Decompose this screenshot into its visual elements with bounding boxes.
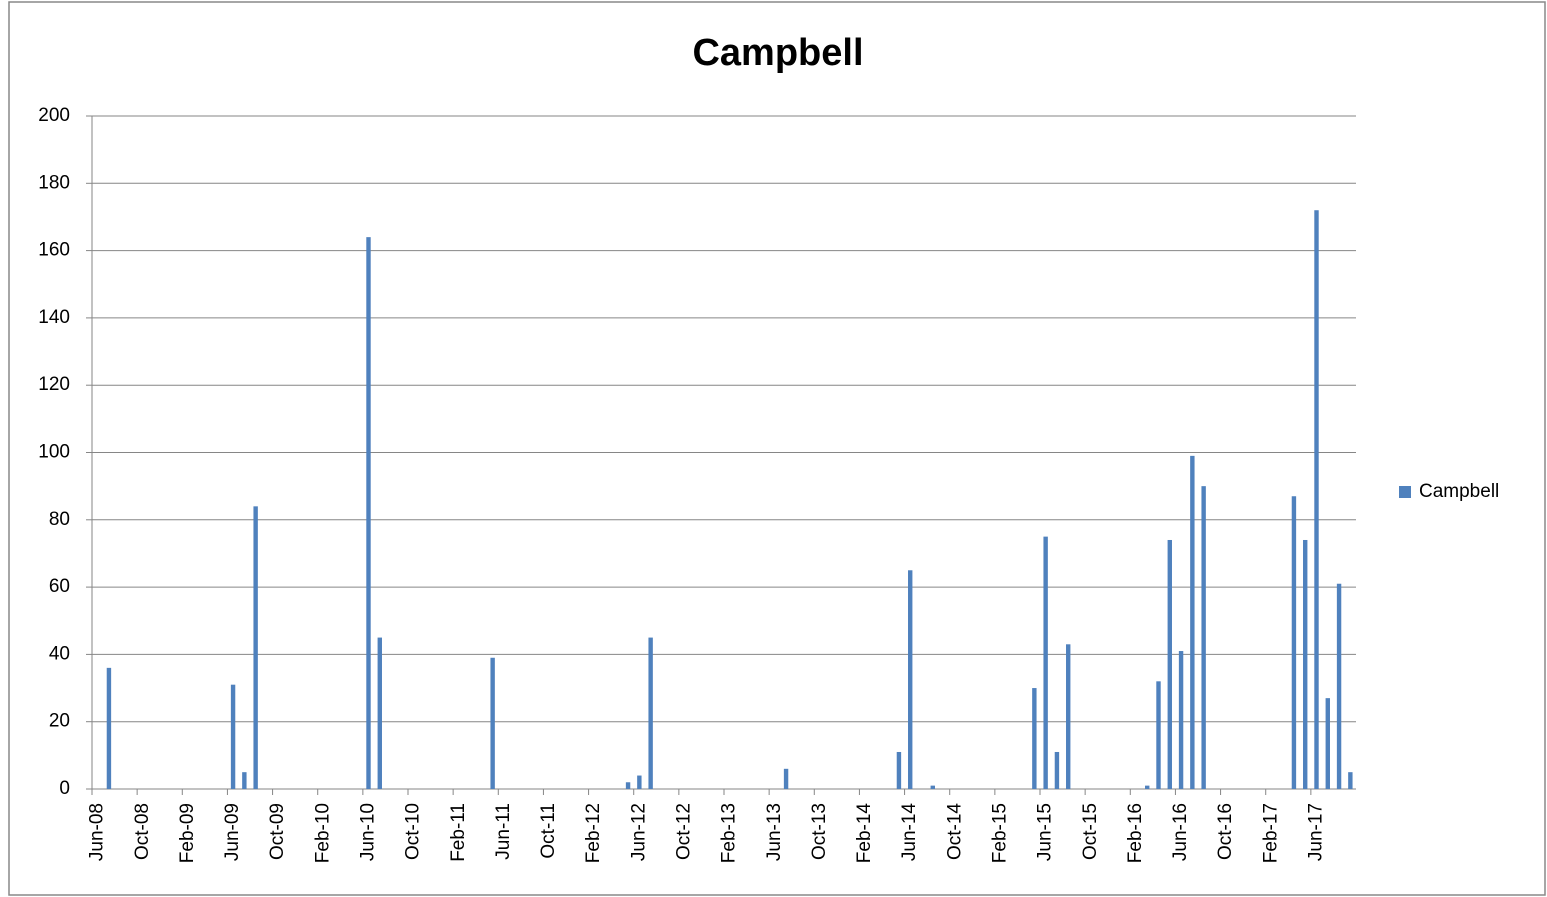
x-tick-label: Jun-15	[1035, 803, 1056, 861]
bar	[1325, 698, 1330, 789]
x-tick-label: Feb-11	[448, 803, 469, 862]
bar	[1303, 539, 1308, 789]
y-tick-label: 140	[38, 307, 70, 328]
bar	[490, 657, 495, 789]
x-tick-label: Jun-17	[1306, 803, 1327, 861]
x-tick-label: Jun-13	[764, 803, 785, 861]
bar	[648, 637, 653, 789]
x-tick-label: Jun-12	[628, 803, 649, 861]
x-tick-label: Oct-15	[1080, 803, 1101, 860]
bar	[637, 775, 642, 789]
bar	[1314, 210, 1319, 790]
x-tick-label: Feb-14	[854, 803, 875, 864]
x-tick-label: Oct-13	[809, 803, 830, 860]
x-tick-label: Jun-11	[493, 803, 514, 860]
bar	[106, 667, 112, 789]
y-tick-label: 60	[49, 576, 70, 597]
legend-label: Campbell	[1419, 481, 1499, 502]
chart-title: Campbell	[692, 32, 863, 74]
x-tick-label: Jun-16	[1170, 803, 1191, 861]
x-tick-label: Oct-09	[267, 803, 288, 860]
x-tick-label: Feb-16	[1125, 803, 1146, 863]
bar	[1167, 539, 1172, 789]
x-tick-label: Feb-13	[719, 803, 740, 863]
y-tick-label: 40	[49, 643, 70, 664]
bar	[1190, 455, 1195, 789]
x-tick-label: Feb-09	[177, 803, 198, 863]
bar	[1032, 688, 1037, 789]
x-tick-label: Oct-10	[403, 803, 424, 860]
y-tick-label: 120	[38, 374, 70, 395]
bar	[1336, 583, 1342, 789]
x-tick-label: Jun-10	[358, 803, 379, 861]
x-tick-label: Oct-08	[132, 803, 153, 860]
legend-swatch	[1399, 486, 1411, 498]
y-tick-label: 0	[59, 778, 70, 799]
bar	[366, 237, 371, 789]
y-tick-label: 80	[49, 509, 70, 530]
y-tick-label: 200	[38, 105, 70, 126]
y-tick-label: 180	[38, 172, 70, 193]
bar	[1156, 681, 1161, 789]
x-tick-label: Feb-15	[990, 803, 1011, 863]
bar	[377, 637, 382, 789]
bar	[1066, 644, 1071, 789]
bar	[1145, 785, 1150, 789]
x-tick-label: Jun-09	[222, 803, 243, 861]
x-tick-label: Feb-10	[312, 803, 333, 863]
bar	[1348, 772, 1353, 789]
y-tick-label: 20	[49, 711, 70, 732]
x-tick-label: Jun-14	[899, 803, 920, 862]
x-tick-label: Feb-12	[583, 803, 604, 863]
bar	[930, 785, 935, 789]
x-tick-label: Jun-08	[87, 803, 108, 861]
y-tick-label: 160	[38, 240, 70, 261]
bar	[1043, 536, 1048, 789]
x-tick-label: Oct-16	[1215, 803, 1236, 860]
bar	[1054, 751, 1060, 789]
x-tick-label: Feb-17	[1260, 803, 1281, 863]
x-tick-label: Oct-11	[538, 803, 559, 859]
bar	[1178, 651, 1184, 789]
bar	[253, 506, 258, 789]
bar	[625, 782, 631, 789]
y-tick-label: 100	[38, 442, 70, 463]
bar	[908, 570, 913, 789]
bar	[783, 768, 789, 789]
bar	[230, 684, 236, 789]
x-tick-label: Oct-14	[944, 803, 965, 860]
x-tick-label: Oct-12	[674, 803, 695, 860]
bar	[896, 751, 902, 789]
bar	[1201, 486, 1206, 789]
chart-border	[8, 1, 1546, 896]
bar	[242, 772, 247, 789]
bar	[1291, 496, 1297, 789]
